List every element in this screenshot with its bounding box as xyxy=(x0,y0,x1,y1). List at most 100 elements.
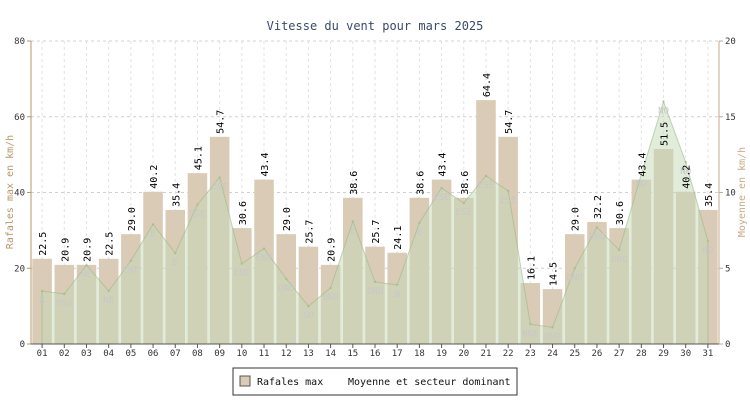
x-tick-label-17: 17 xyxy=(392,349,403,359)
value-label-14: 20.9 xyxy=(327,238,338,262)
sector-label-04: NE xyxy=(103,296,114,306)
sector-label-03: NE xyxy=(81,270,92,280)
x-tick-label-08: 08 xyxy=(192,349,203,359)
average-area xyxy=(41,100,709,345)
value-label-22: 54.7 xyxy=(504,110,515,134)
average-point-06 xyxy=(151,223,155,226)
average-point-04 xyxy=(107,289,110,293)
x-tick-label-14: 14 xyxy=(325,349,336,359)
average-point-21 xyxy=(484,174,488,178)
average-point-12 xyxy=(285,277,288,281)
value-label-15: 38.6 xyxy=(349,171,360,195)
value-label-18: 38.6 xyxy=(415,171,426,195)
sector-label-20: ESE xyxy=(456,208,472,218)
value-label-28: 43.4 xyxy=(637,153,648,177)
x-tick-label-02: 02 xyxy=(59,349,70,359)
value-label-31: 35.4 xyxy=(704,183,715,207)
legend-box xyxy=(232,367,518,396)
sector-label-22: ESE xyxy=(500,196,516,206)
sector-label-01: N xyxy=(39,296,44,306)
legend: Rafales max Moyenne et secteur dominant xyxy=(232,367,518,396)
value-label-05: 29.0 xyxy=(127,207,138,231)
x-tick-label-20: 20 xyxy=(458,349,469,359)
value-label-26: 32.2 xyxy=(593,195,604,219)
sector-label-25: ONO xyxy=(567,273,583,283)
average-point-19 xyxy=(440,186,443,190)
y-tick-label-left: 20 xyxy=(14,264,25,274)
x-tick-label-21: 21 xyxy=(481,349,492,359)
value-label-17: 24.1 xyxy=(393,226,404,250)
value-label-16: 25.7 xyxy=(371,220,382,244)
sector-label-12: ONO xyxy=(278,284,294,294)
x-tick-label-22: 22 xyxy=(503,349,514,359)
average-point-08 xyxy=(196,203,199,206)
value-label-02: 20.9 xyxy=(60,238,71,262)
value-label-04: 22.5 xyxy=(105,232,116,256)
x-tick-label-03: 03 xyxy=(81,349,92,359)
y-tick-label-right: 0 xyxy=(725,340,730,350)
average-point-27 xyxy=(617,248,621,252)
value-label-11: 43.4 xyxy=(260,153,271,177)
average-point-30 xyxy=(684,161,687,164)
sector-label-05: ENE xyxy=(123,266,139,276)
sector-label-30: NO xyxy=(680,167,691,177)
average-point-05 xyxy=(129,259,133,262)
x-tick-label-24: 24 xyxy=(547,349,558,359)
y-axis-label-left: Rafales max en km/h xyxy=(5,135,16,249)
sector-label-02: OSO xyxy=(56,299,72,309)
x-tick-label-09: 09 xyxy=(214,349,225,359)
average-point-11 xyxy=(262,247,266,250)
average-point-17 xyxy=(395,283,399,287)
y-tick-label-right: 10 xyxy=(725,189,736,199)
value-label-09: 54.7 xyxy=(216,110,227,134)
value-label-12: 29.0 xyxy=(282,207,293,231)
x-tick-label-27: 27 xyxy=(614,349,625,359)
value-label-07: 35.4 xyxy=(171,183,182,207)
value-label-24: 14.5 xyxy=(549,262,560,286)
x-tick-label-12: 12 xyxy=(281,349,292,359)
sector-label-16: ONO xyxy=(367,287,383,297)
legend-swatch-gusts xyxy=(239,375,251,387)
average-point-01 xyxy=(40,289,44,293)
average-point-23 xyxy=(529,323,532,326)
sector-label-19: ESE xyxy=(433,193,449,203)
x-tick-label-31: 31 xyxy=(702,349,713,359)
average-point-10 xyxy=(240,262,244,265)
average-point-28 xyxy=(640,173,643,176)
y-axis-label-right: Moyenne en km/h xyxy=(737,147,748,237)
x-tick-label-11: 11 xyxy=(259,349,270,359)
sector-label-21: ESE xyxy=(478,181,494,191)
average-point-31 xyxy=(706,239,710,243)
average-point-07 xyxy=(174,251,177,255)
x-tick-label-29: 29 xyxy=(658,349,669,359)
x-tick-label-19: 19 xyxy=(436,349,447,359)
sector-label-13: SO xyxy=(303,311,314,321)
average-point-26 xyxy=(595,226,599,229)
value-label-23: 16.1 xyxy=(526,256,537,280)
sector-label-18: E xyxy=(417,228,422,238)
y-tick-label-left: 0 xyxy=(20,340,25,350)
x-tick-label-10: 10 xyxy=(236,349,247,359)
average-point-16 xyxy=(373,280,377,284)
bar-value-labels: 22.5 20.9 20.9 22.5 29.0 40.2 35.4 45.1 54.7 30.6… xyxy=(38,73,715,286)
value-label-21: 64.4 xyxy=(482,73,493,97)
y-tick-label-left: 80 xyxy=(14,37,25,47)
value-label-20: 38.6 xyxy=(460,171,471,195)
x-tick-label-04: 04 xyxy=(103,349,114,359)
sector-label-14: ONO xyxy=(322,293,338,303)
y-tick-label-left: 60 xyxy=(14,113,25,123)
sector-label-07: E xyxy=(173,258,178,268)
chart-title: Vitesse du vent pour mars 2025 xyxy=(267,19,484,33)
sector-label-08: ESE xyxy=(189,210,205,220)
x-tick-label-07: 07 xyxy=(170,349,181,359)
sector-label-17: N xyxy=(394,290,399,300)
value-label-19: 43.4 xyxy=(438,153,449,177)
average-point-20 xyxy=(462,201,465,205)
x-tick-label-26: 26 xyxy=(592,349,603,359)
average-point-13 xyxy=(307,304,310,308)
average-point-29 xyxy=(662,100,665,103)
x-tick-label-18: 18 xyxy=(414,349,425,359)
